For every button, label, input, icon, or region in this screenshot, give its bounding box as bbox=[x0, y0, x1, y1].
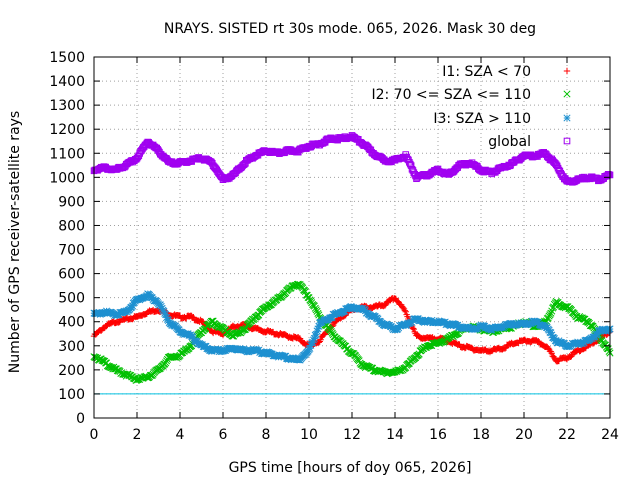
y-tick-label: 500 bbox=[58, 291, 85, 307]
x-tick-label: 8 bbox=[262, 427, 271, 443]
x-tick-label: 20 bbox=[515, 427, 533, 443]
data-point-series-1 bbox=[547, 348, 555, 355]
legend-marker-series-2 bbox=[563, 90, 571, 98]
x-tick-label: 14 bbox=[386, 427, 404, 443]
data-point-series-3 bbox=[494, 323, 502, 331]
data-point-series-3 bbox=[307, 341, 315, 349]
data-point-series-3 bbox=[315, 322, 323, 330]
series-2 bbox=[90, 280, 614, 384]
y-tick-label: 800 bbox=[58, 218, 85, 234]
y-tick-label: 1400 bbox=[49, 74, 85, 90]
data-point-series-3 bbox=[164, 316, 172, 324]
data-point-series-3 bbox=[310, 334, 318, 343]
data-point-series-2 bbox=[313, 307, 321, 315]
y-tick-label: 1500 bbox=[49, 50, 85, 66]
y-tick-label: 0 bbox=[76, 411, 85, 427]
data-point-series-3 bbox=[128, 302, 137, 310]
y-tick-label: 700 bbox=[58, 243, 85, 259]
y-tick-label: 1100 bbox=[49, 146, 85, 162]
series-3 bbox=[90, 290, 614, 364]
x-tick-label: 24 bbox=[601, 427, 619, 443]
data-series bbox=[90, 132, 614, 384]
y-tick-label: 200 bbox=[58, 363, 85, 379]
data-point-series-1 bbox=[401, 307, 409, 314]
data-point-series-3 bbox=[545, 326, 553, 334]
y-tick-label: 1300 bbox=[49, 98, 85, 114]
data-point-series-3 bbox=[574, 338, 582, 346]
y-tick-label: 1200 bbox=[49, 122, 85, 138]
x-tick-label: 12 bbox=[343, 427, 361, 443]
data-point-series-1 bbox=[501, 345, 509, 352]
data-point-series-3 bbox=[162, 311, 170, 319]
data-point-series-2 bbox=[310, 302, 318, 310]
series-4 bbox=[90, 132, 614, 186]
data-point-series-2 bbox=[547, 309, 555, 317]
legend-marker-series-1 bbox=[563, 67, 571, 75]
y-tick-label: 300 bbox=[58, 339, 85, 355]
data-point-series-3 bbox=[157, 302, 165, 310]
data-point-series-3 bbox=[550, 335, 559, 343]
data-point-series-1 bbox=[568, 352, 575, 360]
x-tick-label: 2 bbox=[133, 427, 142, 443]
x-tick-label: 22 bbox=[558, 427, 576, 443]
x-axis-label: GPS time [hours of doy 065, 2026] bbox=[229, 460, 472, 476]
data-point-series-2 bbox=[544, 314, 552, 322]
data-point-series-3 bbox=[554, 339, 562, 347]
legend-marker-series-3 bbox=[563, 114, 571, 122]
data-point-series-3 bbox=[158, 304, 166, 312]
x-tick-label: 6 bbox=[219, 427, 228, 443]
x-tick-label: 10 bbox=[300, 427, 318, 443]
data-point-series-3 bbox=[408, 318, 416, 326]
data-point-series-2 bbox=[307, 297, 315, 305]
data-point-series-2 bbox=[255, 311, 263, 319]
chart-title: NRAYS. SISTED rt 30s mode. 065, 2026. Ma… bbox=[164, 21, 536, 37]
data-point-series-4 bbox=[407, 162, 415, 169]
data-point-series-3 bbox=[313, 327, 321, 335]
data-point-series-1 bbox=[410, 325, 418, 333]
x-tick-label: 16 bbox=[429, 427, 447, 443]
data-point-series-2 bbox=[162, 359, 170, 367]
legend-label: I3: SZA > 110 bbox=[433, 111, 531, 127]
legend-label: I2: 70 <= SZA <= 110 bbox=[371, 87, 531, 103]
data-point-series-3 bbox=[309, 338, 317, 346]
data-point-series-3 bbox=[163, 314, 171, 322]
x-tick-label: 4 bbox=[176, 427, 185, 443]
data-point-series-3 bbox=[306, 344, 314, 352]
legend-marker-series-4 bbox=[563, 137, 571, 145]
axis-ticks: 0 2 4 6 8 10 12 14 16 18 20 22 240100200300400500600… bbox=[49, 50, 619, 443]
data-point-series-1 bbox=[548, 350, 555, 357]
y-tick-label: 100 bbox=[58, 387, 85, 403]
data-point-series-3 bbox=[314, 325, 322, 333]
y-tick-label: 900 bbox=[58, 194, 85, 210]
x-tick-label: 0 bbox=[90, 427, 99, 443]
data-point-series-1 bbox=[535, 337, 542, 345]
y-tick-label: 600 bbox=[58, 267, 85, 283]
data-point-series-3 bbox=[312, 330, 320, 338]
data-point-series-3 bbox=[188, 333, 197, 341]
data-point-series-2 bbox=[305, 294, 313, 302]
y-axis-label: Number of GPS receiver-satellite rays bbox=[7, 111, 23, 373]
data-point-series-3 bbox=[548, 331, 556, 339]
data-point-series-3 bbox=[547, 329, 555, 337]
data-point-series-2 bbox=[315, 311, 323, 319]
x-tick-label: 18 bbox=[472, 427, 490, 443]
legend: I1: SZA < 70 I2: 70 <= SZA <= 110 I3: SZA … bbox=[371, 64, 571, 150]
y-tick-label: 1000 bbox=[49, 170, 85, 186]
data-point-series-2 bbox=[601, 341, 610, 349]
data-point-series-3 bbox=[160, 307, 168, 315]
grid bbox=[94, 57, 610, 418]
data-point-series-2 bbox=[91, 353, 99, 361]
legend-label: global bbox=[488, 134, 531, 150]
y-tick-label: 400 bbox=[58, 315, 85, 331]
legend-label: I1: SZA < 70 bbox=[442, 64, 531, 80]
data-point-series-1 bbox=[402, 308, 409, 315]
data-point-series-1 bbox=[381, 302, 389, 309]
